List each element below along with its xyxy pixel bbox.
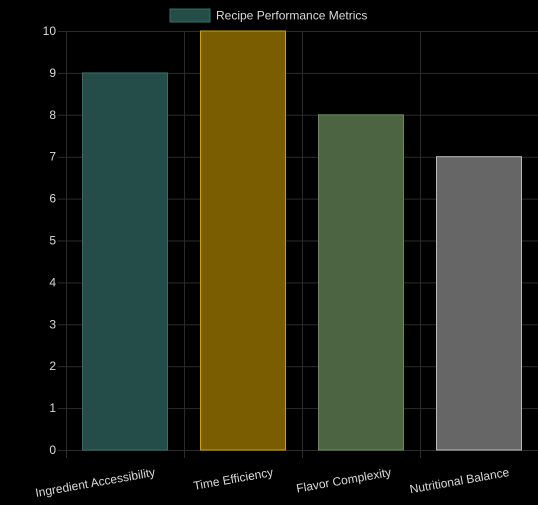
y-tick-label: 3 [49,317,56,331]
y-tick-label: 10 [43,24,57,38]
y-tick-label: 7 [49,150,56,164]
bar[interactable] [318,114,404,451]
y-tick-label: 8 [49,108,56,122]
y-tick-label: 0 [49,443,56,457]
y-tick-label: 2 [49,359,56,373]
bar-layer [82,30,522,451]
y-tick-label: 6 [49,192,56,206]
bar[interactable] [82,72,168,451]
y-tick-label: 4 [49,275,56,289]
y-tick-label: 1 [49,401,56,415]
legend-label[interactable]: Recipe Performance Metrics [216,9,367,23]
legend[interactable]: Recipe Performance Metrics [169,8,367,23]
bar[interactable] [436,156,522,451]
legend-swatch[interactable] [169,8,211,23]
y-tick-label: 9 [49,66,56,80]
y-tick-label: 5 [49,234,56,248]
bar[interactable] [200,30,286,451]
